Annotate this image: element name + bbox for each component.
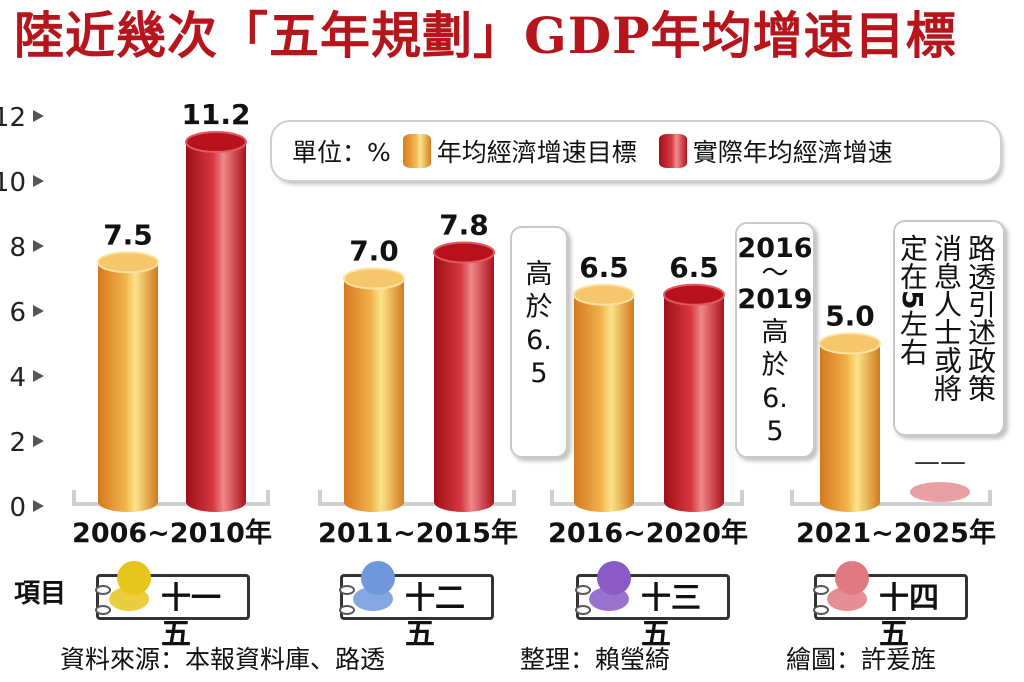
plan-card-14: 十四五 xyxy=(813,561,968,652)
binder-ring-icon xyxy=(575,605,591,615)
annotation-line-3b: 左右 xyxy=(896,309,929,366)
chart-legend: 單位：% 年均經濟增速目標 實際年均經濟增速 xyxy=(272,122,1000,180)
annotation-higher-than-6-5: 高於6.5 xyxy=(510,226,568,458)
bar-cap xyxy=(663,283,725,306)
y-tick-arrow-icon xyxy=(33,500,44,512)
bar xyxy=(820,343,880,512)
annotation-text: 高於6.5 xyxy=(525,259,553,389)
category-bracket xyxy=(72,490,270,506)
data-label: 6.5 xyxy=(579,251,629,284)
pushpin-icon xyxy=(353,561,395,611)
bar-cap xyxy=(819,332,881,355)
annotation-tilde: ～ xyxy=(761,258,789,289)
plan-name: 十四五 xyxy=(879,581,939,652)
category-bracket xyxy=(550,490,744,506)
y-tick-label: 0 xyxy=(9,493,26,523)
bar-cap xyxy=(343,267,405,290)
empty-bar-base xyxy=(910,482,970,502)
annotation-line-2: 消息人士或將 xyxy=(930,234,963,402)
plan-card-13: 十三五 xyxy=(575,561,730,652)
data-label: 6.5 xyxy=(669,251,719,284)
bar xyxy=(98,262,158,512)
y-tick-label: 4 xyxy=(9,363,26,393)
binder-ring-icon xyxy=(813,605,829,615)
bar xyxy=(186,142,246,512)
bar-cap xyxy=(97,251,159,274)
data-label: —— xyxy=(914,447,966,477)
category-label: 2006~2010年 xyxy=(72,517,272,549)
plan-card-11: 十一五 xyxy=(95,561,250,652)
y-tick-label: 8 xyxy=(9,233,26,263)
legend-actual-swatch-icon xyxy=(658,134,687,168)
projects-label: 項目 xyxy=(14,579,67,609)
plan-name: 十二五 xyxy=(405,581,465,652)
footer-editor: 整理：賴瑩綺 xyxy=(520,645,671,674)
annotation-text: 高於6.5 xyxy=(761,317,789,447)
category-bracket xyxy=(790,490,992,506)
category-bracket xyxy=(318,490,516,506)
y-tick-label: 2 xyxy=(9,428,26,458)
binder-ring-icon xyxy=(95,585,111,595)
bar xyxy=(574,294,634,512)
y-tick-arrow-icon xyxy=(33,110,44,122)
data-label: 11.2 xyxy=(181,98,250,131)
plan-card-12: 十二五 xyxy=(339,561,494,652)
pushpin-icon xyxy=(589,561,631,611)
legend-target-label: 年均經濟增速目標 xyxy=(436,138,637,167)
data-label: 5.0 xyxy=(825,300,875,333)
binder-ring-icon xyxy=(339,585,355,595)
data-label: 7.8 xyxy=(439,209,489,242)
binder-ring-icon xyxy=(575,585,591,595)
chart-title: 陸近幾次「五年規劃」GDP年均增速目標 xyxy=(14,6,957,65)
plan-name: 十三五 xyxy=(641,581,701,652)
footer-source: 資料來源：本報資料庫、路透 xyxy=(60,645,386,674)
annotation-number: 5 xyxy=(896,290,929,310)
data-label: 7.0 xyxy=(349,235,399,268)
plan-name: 十一五 xyxy=(161,581,221,652)
category-label: 2016~2020年 xyxy=(548,517,748,549)
data-label: 7.5 xyxy=(103,218,153,251)
y-tick-label: 10 xyxy=(0,168,26,198)
y-tick-arrow-icon xyxy=(33,175,44,187)
binder-ring-icon xyxy=(813,585,829,595)
bar xyxy=(664,294,724,512)
annotation-line-3a: 定在 xyxy=(896,234,929,290)
category-label: 2021~2025年 xyxy=(796,517,996,549)
bar-chart: 0 2 4 6 8 10 12 7.5 7.0 6.5 5.0 11.2 7.8 6.5 —— 2006~… xyxy=(0,98,996,549)
bar-cap xyxy=(573,283,635,306)
bar xyxy=(344,278,404,512)
annotation-line-1: 路透引述政策 xyxy=(964,234,997,402)
y-tick-arrow-icon xyxy=(33,435,44,447)
annotation-year-end: 2019 xyxy=(737,284,813,315)
annotation-2016-2019: 2016 ～ 2019 高於6.5 xyxy=(735,222,815,458)
bar xyxy=(434,252,494,512)
legend-unit: 單位：% xyxy=(292,138,391,167)
legend-actual-label: 實際年均經濟增速 xyxy=(692,138,893,167)
category-label: 2011~2015年 xyxy=(318,517,518,549)
y-tick-arrow-icon xyxy=(33,370,44,382)
binder-ring-icon xyxy=(95,605,111,615)
y-tick-label: 12 xyxy=(0,103,26,133)
annotation-reuters: 路透引述政策 消息人士或將 定在5左右 xyxy=(893,220,1005,436)
y-tick-arrow-icon xyxy=(33,305,44,317)
bar-cap xyxy=(433,241,495,264)
bar-cap xyxy=(185,131,247,153)
y-tick-label: 6 xyxy=(9,298,26,328)
y-tick-arrow-icon xyxy=(33,240,44,252)
footer-artist: 繪圖：許爰旌 xyxy=(786,645,937,674)
legend-target-swatch-icon xyxy=(402,134,431,168)
pushpin-icon xyxy=(109,561,151,611)
annotation-year-start: 2016 xyxy=(737,233,813,264)
binder-ring-icon xyxy=(339,605,355,615)
pushpin-icon xyxy=(827,561,869,611)
